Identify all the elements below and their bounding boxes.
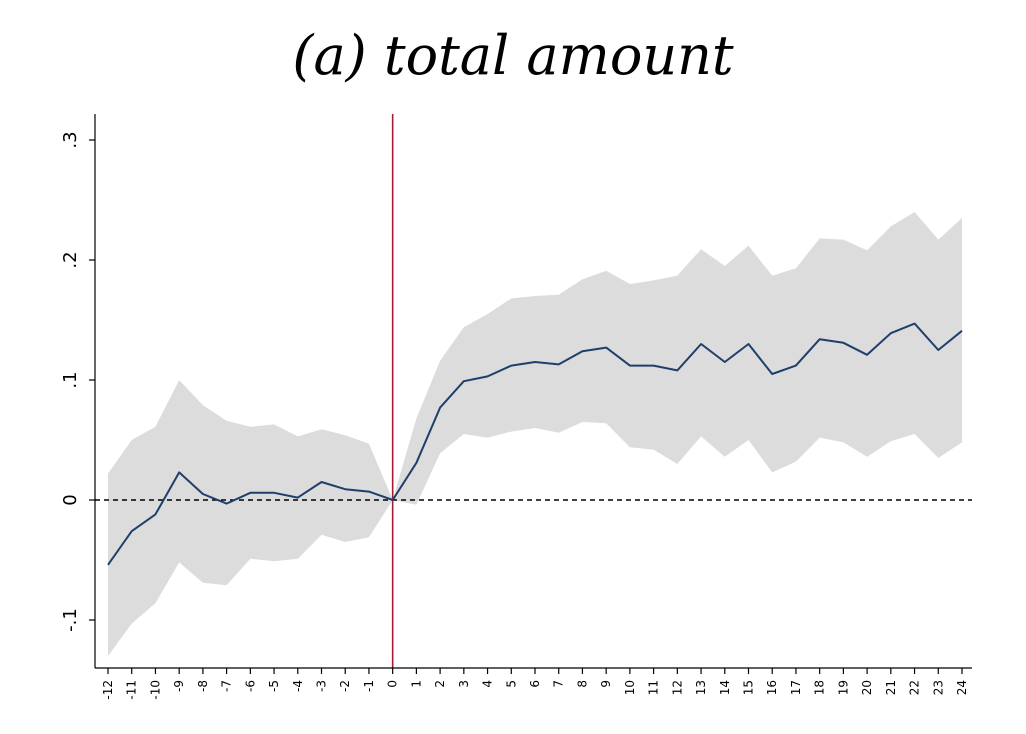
x-tick-label: -11 <box>125 680 139 700</box>
x-tick-label: 9 <box>599 680 613 688</box>
x-tick-label: 24 <box>955 680 969 695</box>
x-tick-label: 12 <box>670 680 684 695</box>
y-tick-label: .3 <box>60 131 81 148</box>
x-tick-label: -4 <box>291 680 305 692</box>
x-tick-label: 4 <box>481 680 495 688</box>
x-tick-label: -12 <box>101 680 115 700</box>
x-tick-label: 20 <box>860 680 874 695</box>
reference-lines-layer <box>95 114 972 668</box>
x-tick-label: 0 <box>386 680 400 688</box>
x-tick-label: 5 <box>504 680 518 688</box>
x-tick-label: 21 <box>884 680 898 695</box>
estimate-line-layer <box>107 322 963 566</box>
x-tick-label: -3 <box>315 680 329 692</box>
axes-layer: -.10.1.2.3-12 -11 -10 -9 -8 -7 -6 -5 -4 -3 -2 -1 0 1 2… <box>60 114 972 700</box>
x-tick-label: 23 <box>931 680 945 695</box>
y-tick-label: -.1 <box>60 608 81 632</box>
x-tick-label: 15 <box>742 680 756 695</box>
x-tick-label: 8 <box>575 680 589 688</box>
y-tick-label: 0 <box>60 494 81 505</box>
point-estimate-line <box>107 322 963 566</box>
x-tick-label: 11 <box>647 680 661 695</box>
x-tick-label: 13 <box>694 680 708 695</box>
y-tick-label: .1 <box>60 371 81 388</box>
x-tick-label: 16 <box>765 680 779 695</box>
x-tick-label: -1 <box>362 680 376 692</box>
x-tick-label: 10 <box>623 680 637 695</box>
confidence-band <box>108 212 962 656</box>
y-tick-label: .2 <box>60 251 81 268</box>
x-tick-label: 6 <box>528 680 542 688</box>
x-tick-label: 14 <box>718 680 732 695</box>
x-tick-label: 1 <box>409 680 423 688</box>
x-tick-label: 22 <box>908 680 922 695</box>
x-tick-label: -7 <box>220 680 234 692</box>
x-tick-label: -2 <box>338 680 352 692</box>
x-tick-label: 7 <box>552 680 566 688</box>
x-tick-label: -5 <box>267 680 281 692</box>
x-tick-label: 17 <box>789 680 803 695</box>
x-tick-label: -10 <box>148 680 162 700</box>
x-tick-label: -6 <box>243 680 257 692</box>
x-tick-label: 3 <box>457 680 471 688</box>
chart-title: (a) total amount <box>292 24 734 87</box>
x-tick-label: -8 <box>196 680 210 692</box>
x-tick-label: -9 <box>172 680 186 692</box>
x-tick-label: 2 <box>433 680 447 688</box>
x-tick-label: 18 <box>813 680 827 695</box>
x-tick-label: 19 <box>836 680 850 695</box>
confidence-band-layer <box>108 212 962 656</box>
